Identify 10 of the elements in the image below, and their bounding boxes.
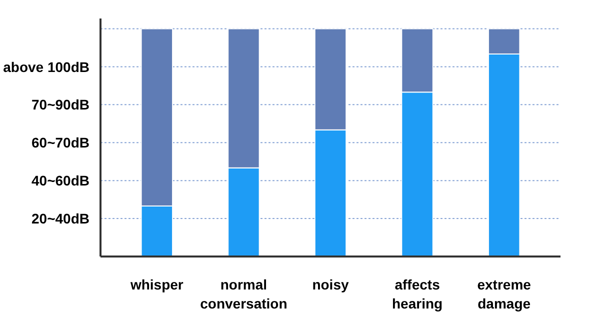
ref-line-label: above 100dB: [3, 58, 90, 75]
ref-line-label: 20~40dB: [32, 210, 90, 226]
x-tick-label: affects hearing: [392, 276, 443, 312]
ref-line-label: 60~70dB: [32, 134, 90, 151]
x-tick-label: noisy: [312, 276, 349, 292]
ref-line-label: 40~60dB: [32, 172, 90, 189]
ref-line-label: 70~90dB: [32, 96, 90, 113]
x-tick-label: whisper: [129, 276, 184, 292]
x-tick-label: normal conversation: [200, 276, 288, 312]
x-tick-label: extreme damage: [477, 276, 532, 312]
